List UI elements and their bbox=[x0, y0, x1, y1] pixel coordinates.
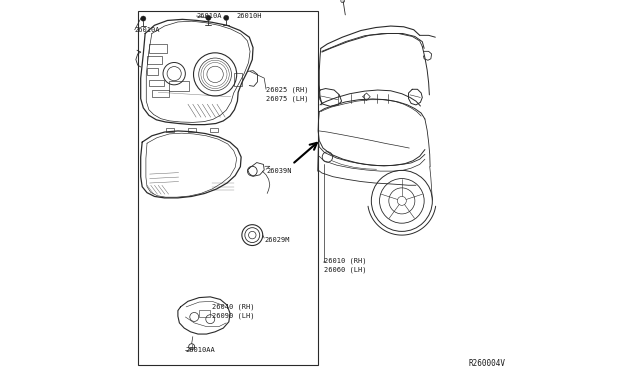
Bar bbox=[149, 44, 167, 53]
Text: 26025 (RH): 26025 (RH) bbox=[266, 86, 308, 93]
Bar bbox=[152, 90, 168, 97]
Bar bbox=[199, 310, 209, 317]
Circle shape bbox=[223, 15, 229, 20]
Text: 26010AA: 26010AA bbox=[186, 347, 215, 353]
Bar bbox=[166, 128, 174, 132]
Bar bbox=[188, 128, 196, 132]
Bar bbox=[149, 80, 164, 86]
Text: 26010 (RH): 26010 (RH) bbox=[324, 258, 367, 264]
Bar bbox=[211, 128, 218, 132]
Bar bbox=[138, 11, 318, 365]
Text: 26010A: 26010A bbox=[196, 13, 222, 19]
Bar bbox=[170, 81, 189, 91]
Bar bbox=[234, 73, 242, 86]
Text: 26090 (LH): 26090 (LH) bbox=[212, 312, 255, 319]
Bar bbox=[147, 68, 158, 75]
Text: 26029M: 26029M bbox=[264, 237, 290, 243]
Text: R260004V: R260004V bbox=[468, 359, 505, 368]
Text: 26010H: 26010H bbox=[236, 13, 262, 19]
Text: 26075 (LH): 26075 (LH) bbox=[266, 95, 308, 102]
Text: 26039N: 26039N bbox=[266, 168, 292, 174]
Circle shape bbox=[141, 16, 146, 21]
Bar bbox=[147, 56, 162, 64]
Text: 26060 (LH): 26060 (LH) bbox=[324, 266, 367, 273]
Text: 26010A: 26010A bbox=[135, 27, 160, 33]
Circle shape bbox=[206, 15, 211, 20]
Text: 26040 (RH): 26040 (RH) bbox=[212, 304, 255, 310]
